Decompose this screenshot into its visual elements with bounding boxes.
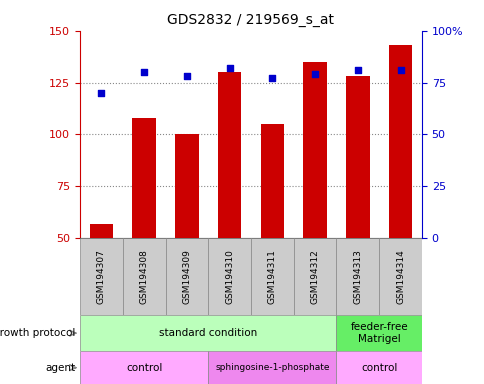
Bar [175,134,198,238]
Point [97,90,105,96]
Bar [293,238,336,315]
Bar [346,76,369,238]
Bar [388,45,411,238]
Point [182,73,190,79]
Text: sphingosine-1-phosphate: sphingosine-1-phosphate [215,363,329,372]
Text: GSM194311: GSM194311 [267,249,276,304]
Bar [251,238,293,315]
Bar [122,238,165,315]
Bar [90,223,113,238]
Bar [260,124,284,238]
Bar [132,118,155,238]
Text: GSM194310: GSM194310 [225,249,234,304]
Bar [80,351,208,384]
Title: GDS2832 / 219569_s_at: GDS2832 / 219569_s_at [167,13,334,27]
Bar [217,72,241,238]
Bar [80,315,336,351]
Text: standard condition: standard condition [159,328,257,338]
Point [311,71,318,77]
Text: growth protocol: growth protocol [0,328,75,338]
Text: GSM194312: GSM194312 [310,249,319,304]
Text: agent: agent [45,362,75,373]
Bar [302,62,326,238]
Bar [165,238,208,315]
Bar [336,351,421,384]
Bar [80,238,122,315]
Bar [378,238,421,315]
Point [396,67,404,73]
Text: control: control [360,362,396,373]
Point [268,75,276,81]
Text: GSM194307: GSM194307 [97,249,106,304]
Text: GSM194308: GSM194308 [139,249,148,304]
Bar [208,238,251,315]
Point [353,67,361,73]
Point [225,65,233,71]
Text: feeder-free
Matrigel: feeder-free Matrigel [349,322,407,344]
Text: GSM194314: GSM194314 [395,249,404,304]
Bar [208,351,336,384]
Text: GSM194309: GSM194309 [182,249,191,304]
Bar [336,238,378,315]
Bar [336,315,421,351]
Text: GSM194313: GSM194313 [353,249,362,304]
Point [140,69,148,75]
Text: control: control [126,362,162,373]
